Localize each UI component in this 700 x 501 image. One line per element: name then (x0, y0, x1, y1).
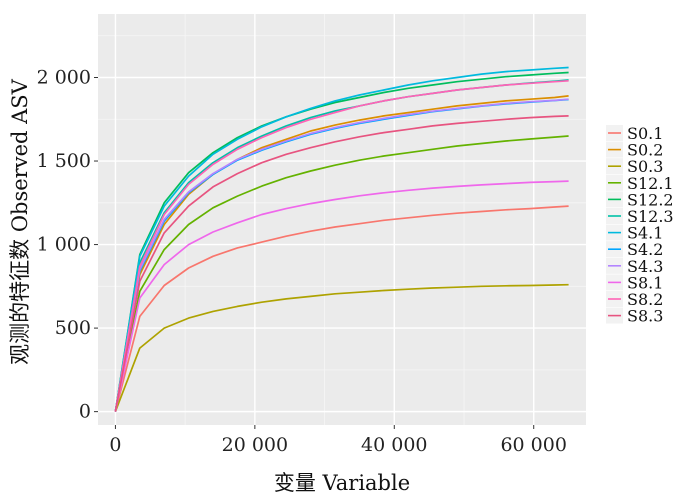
y-tick-label: 500 (55, 317, 91, 339)
plot-panel (98, 14, 586, 425)
y-axis-title: 观测的特征数 Observed ASV (8, 78, 32, 365)
x-axis-title: 变量 Variable (274, 471, 410, 495)
legend-label: S8.2 (627, 290, 663, 309)
legend-label: S4.3 (627, 257, 663, 276)
series-line-S4.1 (114, 66, 569, 412)
series-line-S0.1 (114, 205, 569, 412)
legend-label: S12.1 (627, 174, 674, 193)
legend-label: S4.2 (627, 240, 663, 259)
series-line-S0.2 (114, 95, 569, 412)
series-line-S8.3 (114, 115, 569, 412)
x-tick-label: 0 (109, 434, 121, 456)
legend-label: S12.3 (627, 207, 674, 226)
series-line-S0.3 (114, 283, 569, 412)
legend-label: S0.1 (627, 124, 663, 143)
legend-label: S4.1 (627, 224, 663, 243)
series-line-S4.3 (114, 98, 569, 412)
y-tick-label: 0 (79, 401, 91, 423)
y-axis-ticks: 0 500 1 000 1 500 2 000 (37, 66, 98, 423)
x-axis-ticks: 0 20 000 40 000 60 000 (109, 425, 567, 456)
y-tick-label: 1 000 (37, 234, 91, 256)
series-line-S12.1 (114, 135, 569, 412)
series-line-S8.1 (114, 180, 569, 412)
legend-label: S8.1 (627, 273, 663, 292)
legend-label: S12.2 (627, 190, 674, 209)
y-tick-label: 1 500 (37, 150, 91, 172)
x-tick-label: 20 000 (222, 434, 288, 456)
x-tick-label: 60 000 (500, 434, 566, 456)
y-tick-label: 2 000 (37, 66, 91, 88)
legend: S0.1S0.2S0.3S12.1S12.2S12.3S4.1S4.2S4.3S… (606, 124, 674, 326)
legend-label: S8.3 (627, 307, 663, 326)
series-line-S8.2 (114, 79, 569, 412)
legend-label: S0.3 (627, 157, 663, 176)
x-tick-label: 40 000 (361, 434, 427, 456)
series-lines (114, 66, 569, 412)
series-line-S12.2 (114, 71, 569, 412)
legend-label: S0.2 (627, 141, 663, 160)
